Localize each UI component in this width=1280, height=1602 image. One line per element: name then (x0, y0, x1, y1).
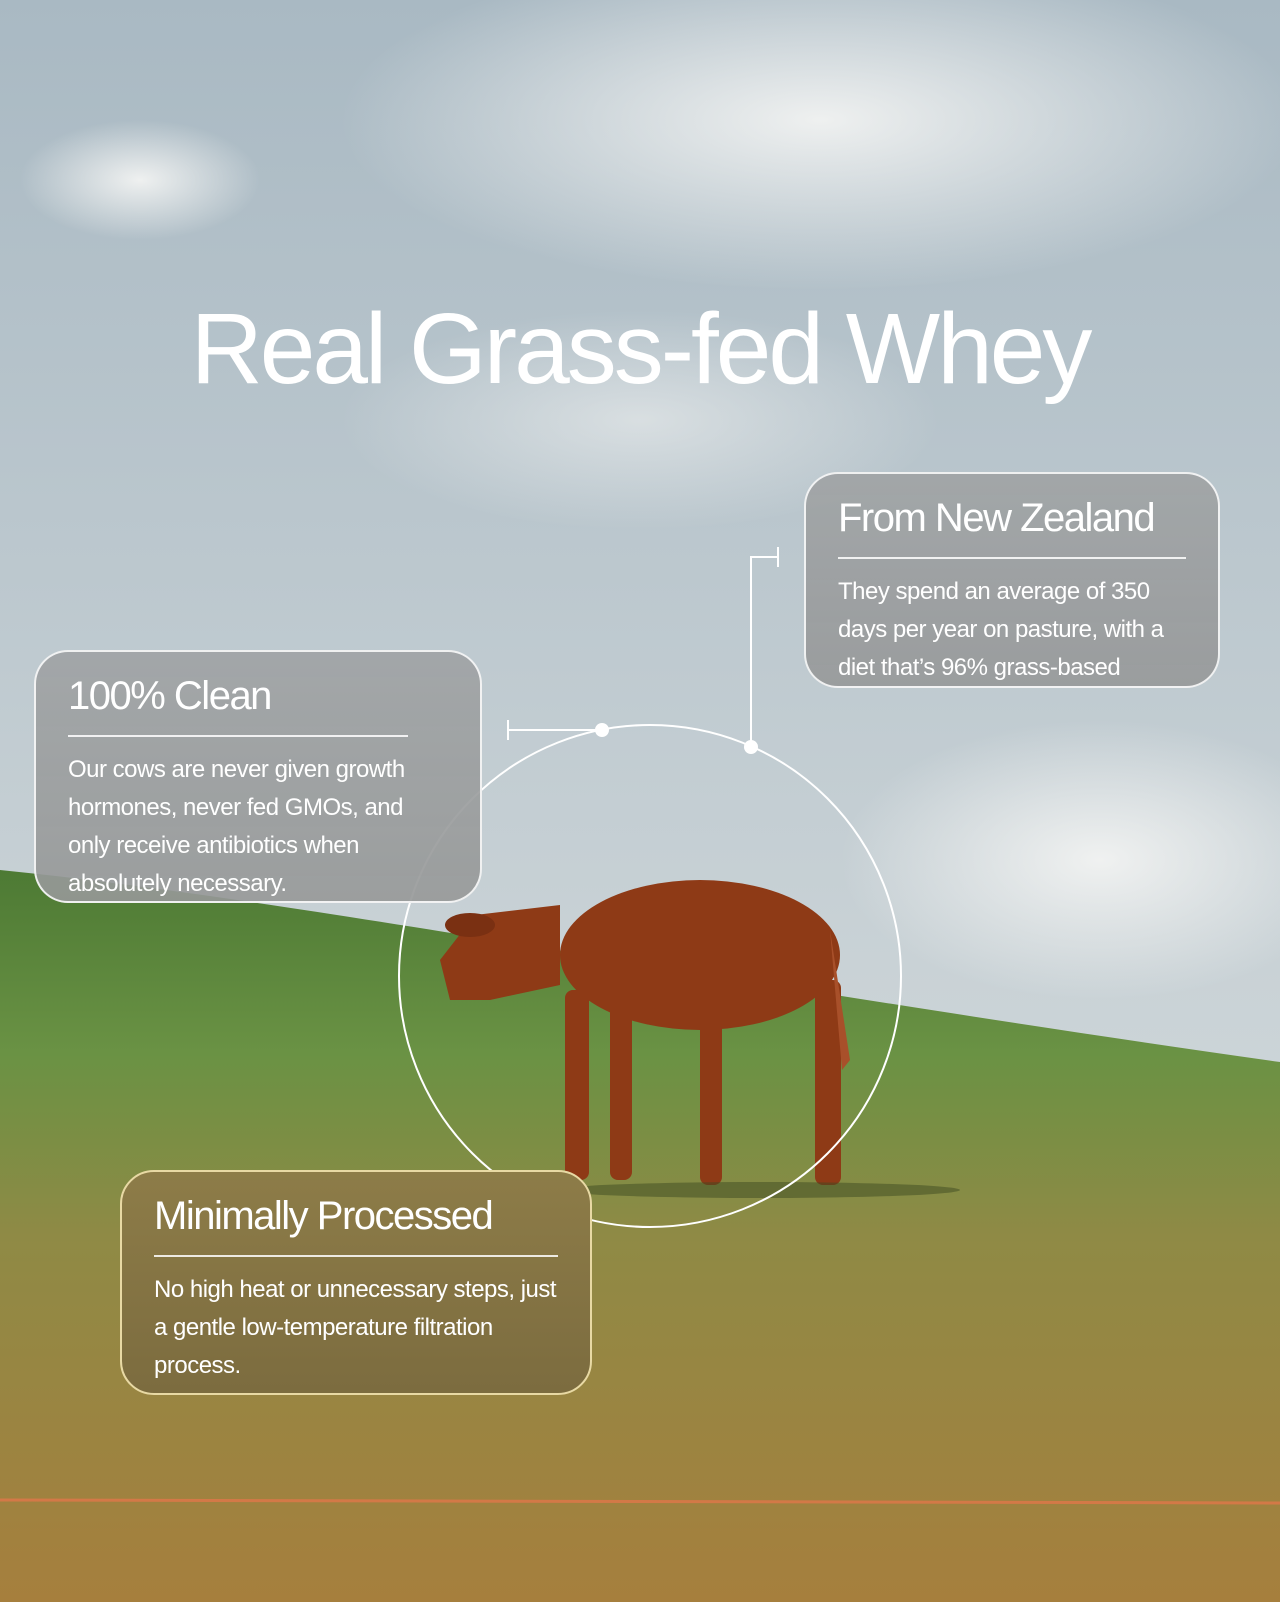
card-body: No high heat or unnecessary steps, just … (154, 1276, 557, 1379)
card-title: 100% Clean (68, 674, 272, 718)
divider (154, 1255, 558, 1257)
headline: Real Grass-fed Whey (190, 293, 1093, 405)
card-body: They spend an average of 350 days per ye… (838, 578, 1164, 681)
connector-new-zealand (750, 556, 778, 747)
card-body: Our cows are never given growth hormones… (68, 756, 405, 897)
card-title: Minimally Processed (154, 1194, 494, 1238)
cow-illustration (440, 880, 850, 1185)
card-clean: 100% Clean Our cows are never given grow… (34, 650, 482, 903)
card-new-zealand: From New Zealand They spend an average o… (804, 472, 1220, 688)
divider (68, 735, 408, 737)
card-title: From New Zealand (838, 496, 1156, 540)
divider (838, 557, 1186, 559)
focus-circle (398, 724, 902, 1228)
card-minimally-processed: Minimally Processed No high heat or unne… (120, 1170, 592, 1395)
